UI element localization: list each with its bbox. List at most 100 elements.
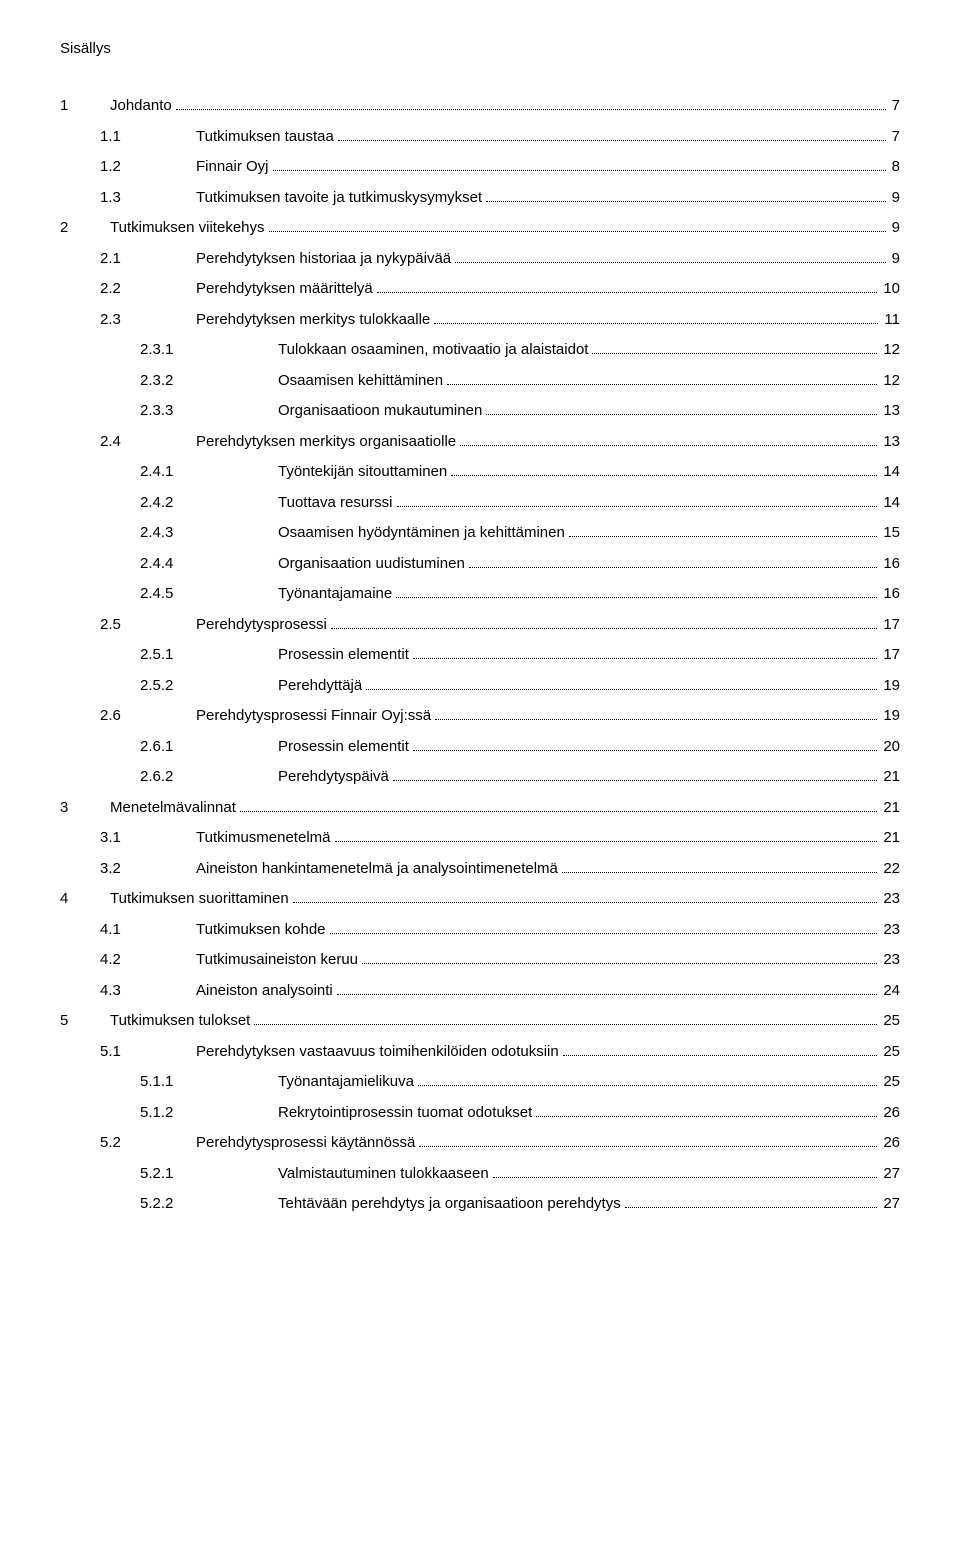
toc-entry: 1.3Tutkimuksen tavoite ja tutkimuskysymy… bbox=[60, 187, 900, 210]
toc-leader-dots bbox=[240, 811, 877, 812]
toc-entry-text: Tutkimuksen taustaa bbox=[196, 126, 334, 149]
toc-entry-text: Osaamisen kehittäminen bbox=[278, 370, 443, 393]
toc-entry-number: 2 bbox=[60, 217, 88, 240]
toc-entry-page: 25 bbox=[881, 1041, 900, 1064]
toc-entry-number: 2.5.2 bbox=[60, 675, 268, 698]
toc-entry-text: Organisaation uudistuminen bbox=[278, 553, 465, 576]
toc-leader-dots bbox=[592, 353, 877, 354]
toc-entry-page: 15 bbox=[881, 522, 900, 545]
toc-entry-text: Valmistautuminen tulokkaaseen bbox=[278, 1163, 489, 1186]
toc-entry-number: 5.2.2 bbox=[60, 1193, 268, 1216]
toc-leader-dots bbox=[393, 780, 877, 781]
toc-leader-dots bbox=[337, 994, 878, 995]
toc-entry-page: 24 bbox=[881, 980, 900, 1003]
toc-entry-number: 5.2.1 bbox=[60, 1163, 268, 1186]
toc-leader-dots bbox=[419, 1146, 877, 1147]
toc-leader-dots bbox=[562, 872, 877, 873]
toc-entry-text: Perehdytysprosessi bbox=[196, 614, 327, 637]
toc-entry-number: 4 bbox=[60, 888, 88, 911]
toc-entry-page: 19 bbox=[881, 675, 900, 698]
toc-entry-page: 13 bbox=[881, 400, 900, 423]
toc-entry-page: 11 bbox=[882, 309, 900, 332]
toc-entry-text: Työnantajamaine bbox=[278, 583, 392, 606]
toc-entry: 5.1 Perehdytyksen vastaavuus toimihenkilö… bbox=[60, 1041, 900, 1064]
toc-entry-page: 27 bbox=[881, 1193, 900, 1216]
toc-leader-dots bbox=[396, 597, 877, 598]
toc-entry-page: 21 bbox=[881, 827, 900, 850]
toc-entry: 2.4.1Työntekijän sitouttaminen 14 bbox=[60, 461, 900, 484]
toc-entry-number: 2.6.1 bbox=[60, 736, 268, 759]
toc-entry-text: Työntekijän sitouttaminen bbox=[278, 461, 447, 484]
toc-leader-dots bbox=[569, 536, 877, 537]
toc-entry: 2.1Perehdytyksen historiaa ja nykypäivää… bbox=[60, 248, 900, 271]
toc-entry: 4.2Tutkimusaineiston keruu 23 bbox=[60, 949, 900, 972]
table-of-contents: 1Johdanto 71.1Tutkimuksen taustaa 71.2Fi… bbox=[60, 95, 900, 1216]
toc-entry-page: 16 bbox=[881, 583, 900, 606]
toc-entry-number: 2.6 bbox=[60, 705, 178, 728]
toc-entry: 2.3.2Osaamisen kehittäminen 12 bbox=[60, 370, 900, 393]
toc-entry-number: 2.4.5 bbox=[60, 583, 268, 606]
toc-entry-number: 2.3.1 bbox=[60, 339, 268, 362]
toc-leader-dots bbox=[293, 902, 878, 903]
toc-entry-text: Perehdytyksen vastaavuus toimihenkilöide… bbox=[196, 1041, 559, 1064]
toc-entry-text: Rekrytointiprosessin tuomat odotukset bbox=[278, 1102, 532, 1125]
toc-entry-text: Tutkimuksen tavoite ja tutkimuskysymykse… bbox=[196, 187, 482, 210]
toc-leader-dots bbox=[269, 231, 886, 232]
toc-leader-dots bbox=[176, 109, 886, 110]
toc-entry-page: 9 bbox=[890, 217, 900, 240]
toc-entry-text: Organisaatioon mukautuminen bbox=[278, 400, 482, 423]
toc-entry-page: 23 bbox=[881, 919, 900, 942]
toc-entry-text: Perehdytyksen historiaa ja nykypäivää bbox=[196, 248, 451, 271]
toc-entry-number: 2.3 bbox=[60, 309, 178, 332]
toc-entry-page: 21 bbox=[881, 766, 900, 789]
toc-entry-number: 2.4.2 bbox=[60, 492, 268, 515]
toc-entry: 4Tutkimuksen suorittaminen 23 bbox=[60, 888, 900, 911]
toc-entry-page: 7 bbox=[890, 126, 900, 149]
toc-leader-dots bbox=[486, 414, 877, 415]
toc-entry-number: 1 bbox=[60, 95, 88, 118]
toc-entry-page: 7 bbox=[890, 95, 900, 118]
toc-entry-page: 26 bbox=[881, 1102, 900, 1125]
toc-entry: 2 Tutkimuksen viitekehys 9 bbox=[60, 217, 900, 240]
toc-entry-text: Perehdytyspäivä bbox=[278, 766, 389, 789]
toc-entry-number: 5.1 bbox=[60, 1041, 178, 1064]
toc-entry-page: 16 bbox=[881, 553, 900, 576]
toc-entry-page: 19 bbox=[881, 705, 900, 728]
toc-entry-page: 9 bbox=[890, 187, 900, 210]
toc-leader-dots bbox=[413, 658, 877, 659]
toc-entry-number: 5 bbox=[60, 1010, 88, 1033]
toc-leader-dots bbox=[273, 170, 886, 171]
toc-entry-number: 2.5.1 bbox=[60, 644, 268, 667]
toc-entry: 5 Tutkimuksen tulokset 25 bbox=[60, 1010, 900, 1033]
toc-entry-page: 13 bbox=[881, 431, 900, 454]
toc-entry-text: Tutkimuksen tulokset bbox=[110, 1010, 250, 1033]
toc-entry-page: 23 bbox=[881, 949, 900, 972]
toc-entry-text: Tutkimuksen suorittaminen bbox=[110, 888, 289, 911]
toc-entry-text: Johdanto bbox=[110, 95, 172, 118]
toc-entry-text: Finnair Oyj bbox=[196, 156, 269, 179]
toc-entry: 3.1Tutkimusmenetelmä 21 bbox=[60, 827, 900, 850]
toc-entry: 5.2.1Valmistautuminen tulokkaaseen 27 bbox=[60, 1163, 900, 1186]
toc-entry-number: 2.3.3 bbox=[60, 400, 268, 423]
toc-entry-text: Prosessin elementit bbox=[278, 644, 409, 667]
toc-entry: 2.2Perehdytyksen määrittelyä 10 bbox=[60, 278, 900, 301]
toc-entry-number: 3.1 bbox=[60, 827, 178, 850]
toc-entry-number: 2.4.4 bbox=[60, 553, 268, 576]
toc-leader-dots bbox=[418, 1085, 877, 1086]
toc-leader-dots bbox=[434, 323, 878, 324]
toc-entry-text: Perehdyttäjä bbox=[278, 675, 362, 698]
toc-leader-dots bbox=[486, 201, 885, 202]
toc-entry-text: Tutkimuksen viitekehys bbox=[110, 217, 265, 240]
toc-entry-text: Tutkimusaineiston keruu bbox=[196, 949, 358, 972]
toc-entry-text: Prosessin elementit bbox=[278, 736, 409, 759]
toc-leader-dots bbox=[536, 1116, 877, 1117]
toc-entry-text: Tuottava resurssi bbox=[278, 492, 393, 515]
toc-entry: 2.6Perehdytysprosessi Finnair Oyj:ssä 19 bbox=[60, 705, 900, 728]
toc-entry: 2.5.1Prosessin elementit 17 bbox=[60, 644, 900, 667]
toc-entry-page: 25 bbox=[881, 1010, 900, 1033]
toc-leader-dots bbox=[331, 628, 877, 629]
toc-entry-number: 2.5 bbox=[60, 614, 178, 637]
toc-entry-text: Aineiston analysointi bbox=[196, 980, 333, 1003]
toc-leader-dots bbox=[397, 506, 878, 507]
toc-entry-number: 2.4.3 bbox=[60, 522, 268, 545]
